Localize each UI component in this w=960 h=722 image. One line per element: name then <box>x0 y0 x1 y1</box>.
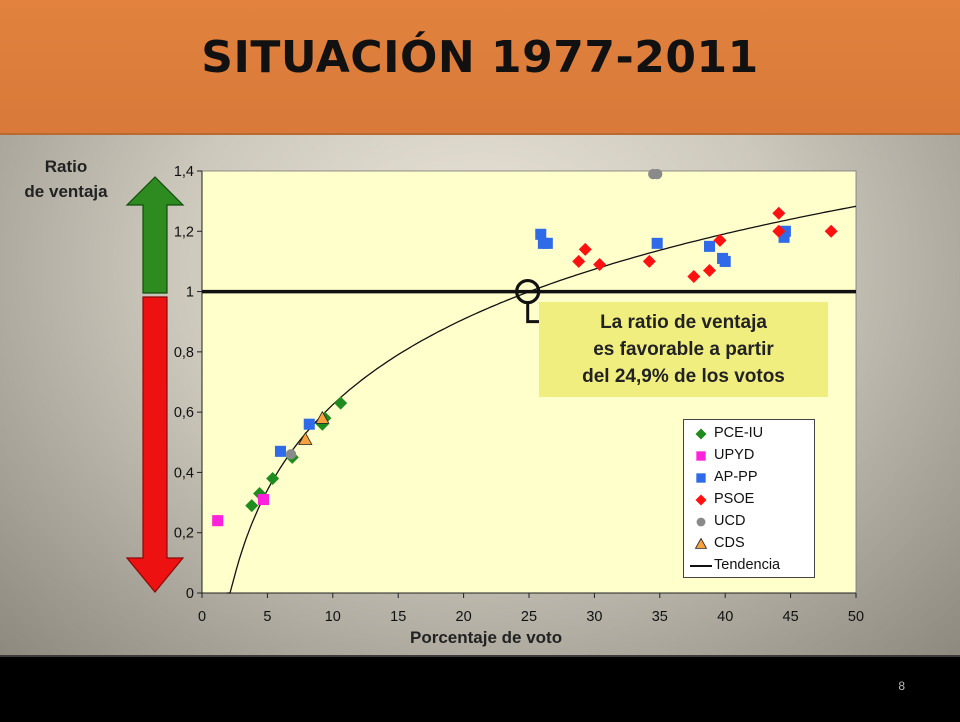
x-tick-label: 25 <box>521 609 537 625</box>
legend-item: CDS <box>684 533 814 556</box>
data-point <box>298 431 313 445</box>
legend-marker <box>696 473 706 483</box>
data-point <box>245 499 259 513</box>
legend-item: UPYD <box>684 445 814 468</box>
data-point <box>315 410 330 424</box>
legend-label: PCE-IU <box>714 425 764 441</box>
slide-title: SITUACIÓN 1977-2011 <box>201 32 759 83</box>
data-point <box>593 257 607 271</box>
chart-legend: PCE-IU UPYD AP-PP PSOE UCD CDS Tendencia <box>683 419 815 578</box>
legend-item: AP-PP <box>684 467 814 490</box>
data-point <box>285 449 297 460</box>
data-point <box>257 494 270 506</box>
legend-label: PSOE <box>714 491 755 507</box>
annotation-line-1: La ratio de ventaja <box>600 312 767 333</box>
data-point <box>572 254 586 268</box>
data-point <box>642 254 656 268</box>
data-point <box>778 231 790 243</box>
x-tick-label: 10 <box>325 609 341 625</box>
x-tick-label: 15 <box>390 609 406 625</box>
data-point <box>772 206 786 220</box>
annotation-line-2: es favorable a partir <box>593 339 774 360</box>
data-point <box>212 515 224 527</box>
green-up-arrow <box>125 176 185 294</box>
legend-item: UCD <box>684 511 814 534</box>
series-ap-pp <box>274 225 791 457</box>
data-point <box>578 242 592 256</box>
x-tick-label: 40 <box>717 609 733 625</box>
legend-label: AP-PP <box>714 469 758 485</box>
x-tick-label: 5 <box>263 609 271 625</box>
data-point <box>779 225 791 237</box>
y-tick-label: 0,4 <box>174 465 194 481</box>
y-tick-label: 0 <box>186 586 194 602</box>
legend-item: PCE-IU <box>684 423 814 446</box>
x-tick-label: 0 <box>198 609 206 625</box>
y-tick-label: 1,4 <box>174 164 194 180</box>
legend-symbol <box>696 517 706 527</box>
legend-marker <box>695 428 707 440</box>
legend-marker <box>696 451 706 461</box>
legend-marker <box>696 517 706 527</box>
legend-marker <box>695 494 707 506</box>
data-point <box>687 270 701 283</box>
y-tick-label: 1 <box>186 285 194 301</box>
y-tick-label: 1,2 <box>174 224 194 240</box>
data-point <box>535 228 547 240</box>
series-psoe <box>572 206 838 283</box>
data-point <box>772 224 786 238</box>
legend-symbol <box>695 428 707 440</box>
y-tick-label: 0,2 <box>174 526 194 542</box>
legend-marker <box>690 565 712 567</box>
x-tick-label: 30 <box>586 609 602 625</box>
footer-bar: 8 <box>0 655 960 722</box>
data-point <box>703 263 717 277</box>
data-point <box>334 396 348 410</box>
x-tick-label: 35 <box>652 609 668 625</box>
x-tick-label: 20 <box>456 609 472 625</box>
y-tick-label: 0,8 <box>174 345 194 361</box>
data-point <box>703 240 716 252</box>
data-point <box>824 224 838 238</box>
x-axis-label: Porcentaje de voto <box>410 628 563 647</box>
data-point <box>266 471 280 485</box>
y-axis-label-line1: Ratio <box>44 157 88 176</box>
legend-item: PSOE <box>684 489 814 512</box>
y-axis-label-line2: de ventaja <box>24 182 108 201</box>
page-number: 8 <box>898 679 905 693</box>
x-tick-label: 45 <box>783 609 799 625</box>
legend-label: CDS <box>714 535 745 551</box>
legend-symbol <box>695 494 707 506</box>
data-point <box>303 418 315 430</box>
title-bar: SITUACIÓN 1977-2011 <box>0 0 960 135</box>
data-point <box>713 233 727 247</box>
red-down-arrow <box>125 296 185 593</box>
annotation-line-3: del 24,9% de los votos <box>582 366 785 387</box>
data-point <box>274 445 287 457</box>
legend-symbol <box>696 473 706 483</box>
data-point <box>651 237 663 249</box>
legend-symbol <box>696 451 706 461</box>
legend-label: Tendencia <box>714 557 781 573</box>
series-cds <box>298 410 330 445</box>
annotation-box: La ratio de ventaja es favorable a parti… <box>539 302 828 397</box>
data-point <box>541 237 553 249</box>
legend-label: UCD <box>714 513 746 529</box>
data-point <box>651 168 663 180</box>
data-point <box>719 255 731 267</box>
series-ucd <box>285 168 663 460</box>
legend-label: UPYD <box>714 447 755 463</box>
trend-line <box>226 205 857 594</box>
x-tick-label: 50 <box>848 609 864 625</box>
legend-marker <box>694 537 708 549</box>
y-tick-label: 0,6 <box>174 405 194 421</box>
legend-item: Tendencia <box>684 555 814 578</box>
legend-symbol <box>694 537 708 549</box>
series-upyd <box>212 494 270 527</box>
